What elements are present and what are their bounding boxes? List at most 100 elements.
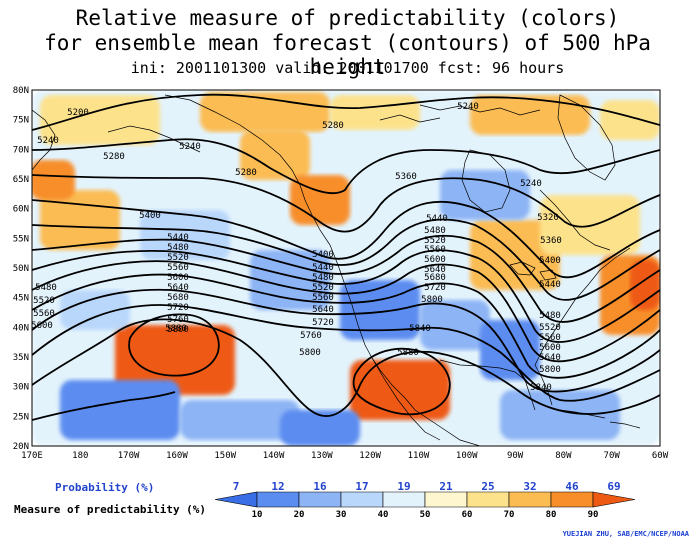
contour-label: 5320 [537,213,559,223]
lat-label: 75N [13,116,29,126]
contour-label: 5520 [312,283,334,293]
measure-value: 60 [462,510,473,520]
measure-label: Measure of predictability (%) [14,503,207,516]
title-line-3: ini: 2001101300 valid: 2001101700 fcst: … [130,59,565,77]
contour-label: 5560 [312,293,334,303]
colorbar: 7 12 16 17 19 21 25 32 46 69 10 20 30 40 50 60 70 80 90 [214,480,636,520]
colorbar-swatch [340,491,384,508]
contour-label: 5400 [139,211,161,221]
lon-label: 60W [652,451,669,461]
predictability-patch [125,335,215,380]
measure-value: 80 [546,510,557,520]
lon-label: 170W [118,451,140,461]
probability-label: Probability (%) [55,481,155,494]
contour-label: 5800 [299,348,321,358]
contour-label: 5560 [167,263,189,273]
measure-value: 10 [252,510,263,520]
lat-label: 25N [13,412,29,422]
colorbar-swatch [382,491,426,508]
predictability-patch [140,210,230,260]
contour-label: 5520 [424,236,446,246]
contour-label: 5440 [539,280,561,290]
contour-label: 5280 [235,168,257,178]
predictability-patch [440,170,530,220]
contour-label: 5520 [33,296,55,306]
probability-value: 12 [271,480,284,493]
colorbar-swatch [508,491,552,508]
colorbar-swatch [214,491,258,508]
lat-label: 65N [13,175,29,185]
contour-label: 5400 [312,250,334,260]
title-line-1: Relative measure of predictability (colo… [75,6,620,30]
contour-label: 5400 [539,256,561,266]
lat-label: 35N [13,353,29,363]
lon-label: 110W [408,451,430,461]
lat-label: 45N [13,294,29,304]
lon-label: 100W [456,451,478,461]
lat-label: 70N [13,145,29,155]
predictability-patch [470,95,590,135]
lat-label: 20N [13,442,29,452]
contour-label: 5800 [421,295,443,305]
contour-label: 5880 [397,348,419,358]
predictability-patch [365,370,435,410]
lon-label: 90W [507,451,524,461]
contour-label: 5640 [539,353,561,363]
title-line-2: for ensemble mean forecast (contours) of… [44,31,651,79]
contour-label: 5720 [424,283,446,293]
lon-label: 170E [21,451,43,461]
contour-label: 5760 [167,315,189,325]
contour-label: 5720 [312,318,334,328]
predictability-patch [500,390,620,440]
probability-value: 69 [607,480,620,493]
contour-label: 5560 [33,309,55,319]
credit-text: YUEJIAN ZHU, SAB/EMC/NCEP/NOAA [562,530,689,538]
contour-label: 5520 [167,253,189,263]
longitude-axis: 170E 180 170W 160W 150W 140W 130W 120W 110W 100W 9… [21,451,669,461]
lat-label: 50N [13,264,29,274]
contour-label: 5800 [539,365,561,375]
predictability-patch [32,160,75,200]
lon-label: 140W [263,451,285,461]
predictability-patch [180,400,300,440]
contour-label: 5680 [424,273,446,283]
colorbar-swatch [298,491,342,508]
contour-label: 5360 [395,172,417,182]
predictability-patch [60,290,130,330]
contour-label: 5600 [539,343,561,353]
measure-value: 90 [588,510,599,520]
measure-value: 70 [504,510,515,520]
probability-value: 7 [233,480,240,493]
probability-value: 21 [439,480,453,493]
latitude-axis: 80N 75N 70N 65N 60N 55N 50N 45N 40N 35N 30N 25N 20N [13,86,29,452]
predictability-patch [200,92,330,132]
lon-label: 180 [72,451,88,461]
measure-value: 20 [294,510,305,520]
lon-label: 80W [555,451,572,461]
probability-value: 17 [355,480,368,493]
contour-label: 5240 [179,142,201,152]
contour-label: 5560 [539,333,561,343]
contour-label: 5720 [167,303,189,313]
colorbar-swatch [424,491,468,508]
predictability-patch [600,100,660,140]
contour-label: 5600 [31,321,53,331]
lat-label: 55N [13,234,29,244]
contour-label: 5440 [426,214,448,224]
predictability-patch [240,130,310,180]
lon-label: 160W [166,451,188,461]
contour-label: 5560 [424,245,446,255]
colorbar-swatch [592,491,636,508]
probability-value: 16 [313,480,327,493]
contour-label: 5600 [167,273,189,283]
predictability-patch [280,410,360,446]
contour-label: 5360 [540,236,562,246]
contour-labels: 5200 5240 5240 5280 5280 5280 5240 5240 5360 5440… [31,102,562,393]
probability-value: 25 [481,480,494,493]
contour-label: 5280 [103,152,125,162]
lat-label: 60N [13,205,29,215]
contour-label: 5640 [424,265,446,275]
contour-label: 5240 [520,179,542,189]
contour-label: 5480 [424,226,446,236]
measure-value: 50 [420,510,431,520]
